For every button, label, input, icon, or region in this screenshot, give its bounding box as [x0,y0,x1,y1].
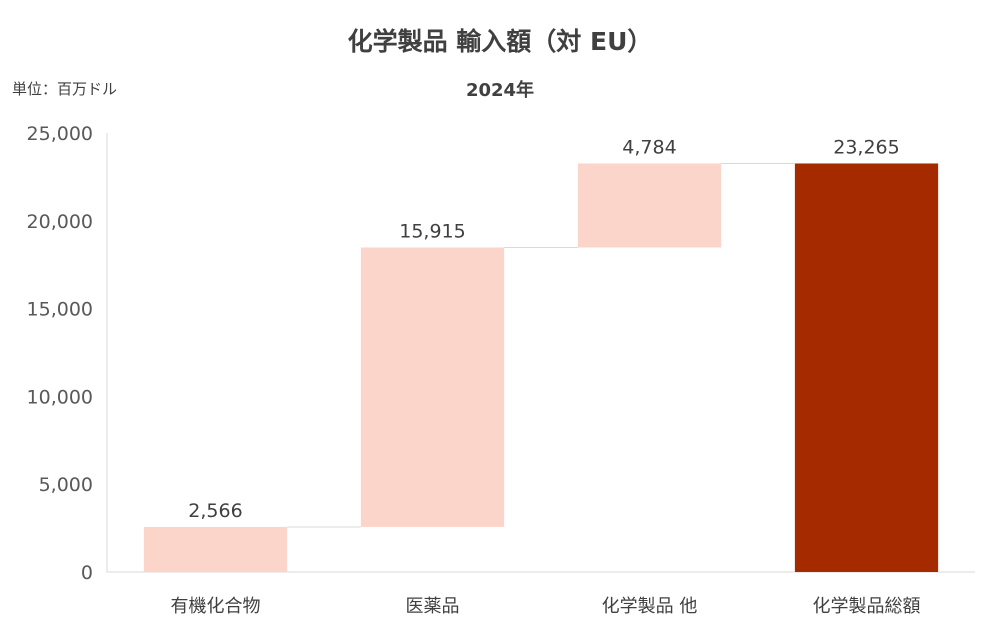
chart-title: 化学製品 輸入額（対 EU） [347,27,653,56]
y-tick-label: 10,000 [27,386,93,408]
category-label: 医薬品 [406,596,460,617]
increase-bar [143,526,288,572]
y-tick-label: 5,000 [39,474,93,496]
y-tick-label: 0 [81,562,93,584]
y-tick-label: 15,000 [27,299,93,321]
category-label: 化学製品 他 [602,596,698,617]
data-label: 15,915 [399,220,465,242]
data-label: 23,265 [833,136,899,158]
y-tick-label: 25,000 [27,123,93,145]
y-tick-label: 20,000 [27,211,93,233]
data-label: 4,784 [622,136,676,158]
unit-label: 単位：百万ドル [12,80,118,98]
category-label: 化学製品総額 [813,596,921,617]
increase-bar [360,247,505,527]
data-label: 2,566 [188,500,242,522]
total-bar [794,163,939,572]
category-label: 有機化合物 [171,596,261,617]
chart-subtitle: 2024年 [465,80,535,101]
increase-bar [577,163,722,248]
